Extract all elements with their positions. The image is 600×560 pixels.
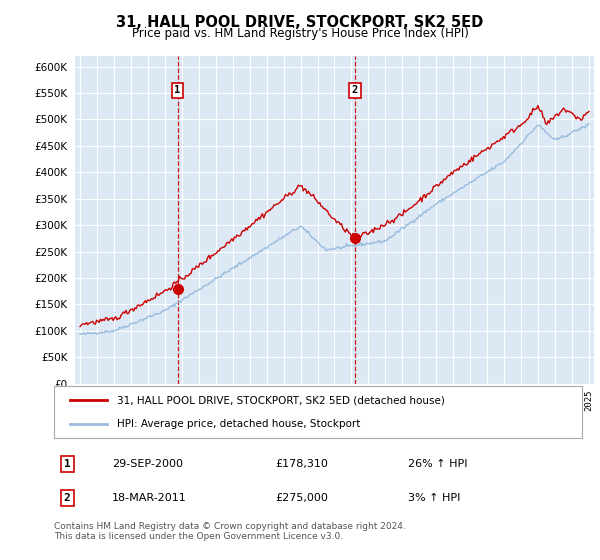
Text: 3% ↑ HPI: 3% ↑ HPI xyxy=(408,493,460,503)
Text: 1: 1 xyxy=(175,85,181,95)
Text: 29-SEP-2000: 29-SEP-2000 xyxy=(112,459,183,469)
Text: 26% ↑ HPI: 26% ↑ HPI xyxy=(408,459,467,469)
Text: HPI: Average price, detached house, Stockport: HPI: Average price, detached house, Stoc… xyxy=(118,419,361,429)
Text: Contains HM Land Registry data © Crown copyright and database right 2024.
This d: Contains HM Land Registry data © Crown c… xyxy=(54,522,406,542)
Text: 2: 2 xyxy=(64,493,71,503)
Text: 2: 2 xyxy=(352,85,358,95)
Text: 31, HALL POOL DRIVE, STOCKPORT, SK2 5ED: 31, HALL POOL DRIVE, STOCKPORT, SK2 5ED xyxy=(116,15,484,30)
Text: £275,000: £275,000 xyxy=(276,493,329,503)
Text: 31, HALL POOL DRIVE, STOCKPORT, SK2 5ED (detached house): 31, HALL POOL DRIVE, STOCKPORT, SK2 5ED … xyxy=(118,395,445,405)
Text: 18-MAR-2011: 18-MAR-2011 xyxy=(112,493,187,503)
Text: 1: 1 xyxy=(64,459,71,469)
Text: Price paid vs. HM Land Registry's House Price Index (HPI): Price paid vs. HM Land Registry's House … xyxy=(131,27,469,40)
Text: £178,310: £178,310 xyxy=(276,459,329,469)
